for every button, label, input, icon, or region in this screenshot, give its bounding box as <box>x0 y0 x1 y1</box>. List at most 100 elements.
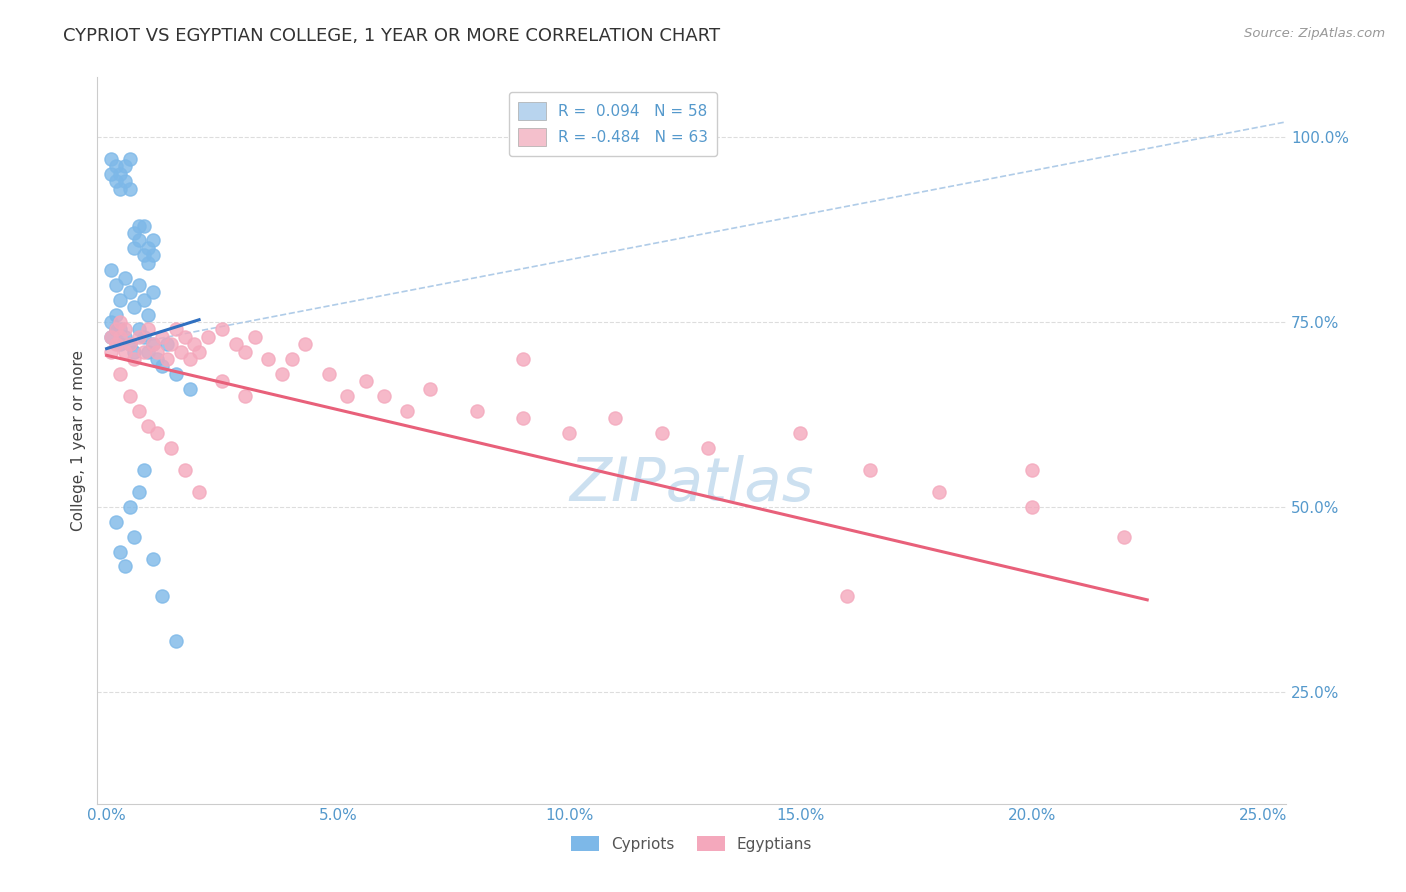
Point <box>188 485 211 500</box>
Point <box>465 404 488 418</box>
Point <box>100 330 122 344</box>
Point <box>100 152 122 166</box>
Point <box>1021 500 1043 515</box>
Point <box>336 389 359 403</box>
Point <box>124 300 146 314</box>
Point <box>118 285 141 300</box>
Point <box>114 270 136 285</box>
Point <box>183 337 205 351</box>
Text: CYPRIOT VS EGYPTIAN COLLEGE, 1 YEAR OR MORE CORRELATION CHART: CYPRIOT VS EGYPTIAN COLLEGE, 1 YEAR OR M… <box>63 27 720 45</box>
Point <box>211 374 233 388</box>
Point <box>928 485 950 500</box>
Point <box>169 344 191 359</box>
Point <box>605 411 627 425</box>
Point <box>142 337 165 351</box>
Point <box>118 337 141 351</box>
Point <box>128 404 150 418</box>
Point <box>136 255 159 269</box>
Point <box>114 344 136 359</box>
Point <box>179 382 201 396</box>
Point <box>114 330 136 344</box>
Point <box>100 330 122 344</box>
Point <box>150 359 173 374</box>
Point <box>142 285 165 300</box>
Point <box>150 330 173 344</box>
Point <box>132 293 155 307</box>
Point <box>110 337 132 351</box>
Point <box>235 389 257 403</box>
Point <box>128 219 150 233</box>
Point <box>136 418 159 433</box>
Point <box>124 226 146 240</box>
Point <box>165 367 187 381</box>
Point <box>110 330 132 344</box>
Point <box>174 330 197 344</box>
Point <box>512 411 534 425</box>
Point <box>114 160 136 174</box>
Point <box>280 351 302 366</box>
Point <box>835 589 858 603</box>
Point <box>165 633 187 648</box>
Text: Source: ZipAtlas.com: Source: ZipAtlas.com <box>1244 27 1385 40</box>
Point <box>142 234 165 248</box>
Point <box>156 351 179 366</box>
Point <box>100 263 122 277</box>
Point <box>104 160 127 174</box>
Legend: R =  0.094   N = 58, R = -0.484   N = 63: R = 0.094 N = 58, R = -0.484 N = 63 <box>509 93 717 155</box>
Point <box>142 248 165 262</box>
Point <box>118 181 141 195</box>
Point <box>124 530 146 544</box>
Point <box>124 241 146 255</box>
Point <box>118 500 141 515</box>
Point <box>132 248 155 262</box>
Point <box>124 351 146 366</box>
Point <box>104 277 127 292</box>
Point <box>142 552 165 566</box>
Point <box>110 167 132 181</box>
Point <box>128 277 150 292</box>
Point <box>132 344 155 359</box>
Point <box>179 351 201 366</box>
Point <box>271 367 294 381</box>
Point <box>110 315 132 329</box>
Point <box>146 351 169 366</box>
Point <box>512 351 534 366</box>
Point <box>104 308 127 322</box>
Point <box>396 404 419 418</box>
Point <box>156 337 179 351</box>
Point <box>132 330 155 344</box>
Point <box>146 344 169 359</box>
Point <box>128 485 150 500</box>
Point <box>211 322 233 336</box>
Text: ZIPatlas: ZIPatlas <box>569 455 814 514</box>
Point <box>165 322 187 336</box>
Point <box>110 367 132 381</box>
Point <box>104 337 127 351</box>
Point <box>859 463 882 477</box>
Point <box>257 351 280 366</box>
Point <box>124 344 146 359</box>
Point <box>354 374 377 388</box>
Point <box>104 515 127 529</box>
Point <box>114 322 136 336</box>
Point <box>696 441 718 455</box>
Point <box>558 426 581 441</box>
Point <box>114 174 136 188</box>
Point <box>373 389 395 403</box>
Point <box>160 441 183 455</box>
Point <box>136 344 159 359</box>
Point <box>114 559 136 574</box>
Point <box>110 293 132 307</box>
Point <box>128 322 150 336</box>
Point <box>132 219 155 233</box>
Point <box>651 426 673 441</box>
Point <box>294 337 316 351</box>
Point <box>136 241 159 255</box>
Point <box>104 322 127 336</box>
Point <box>1021 463 1043 477</box>
Point <box>100 315 122 329</box>
Point <box>104 322 127 336</box>
Point <box>110 181 132 195</box>
Point <box>789 426 811 441</box>
Point <box>225 337 247 351</box>
